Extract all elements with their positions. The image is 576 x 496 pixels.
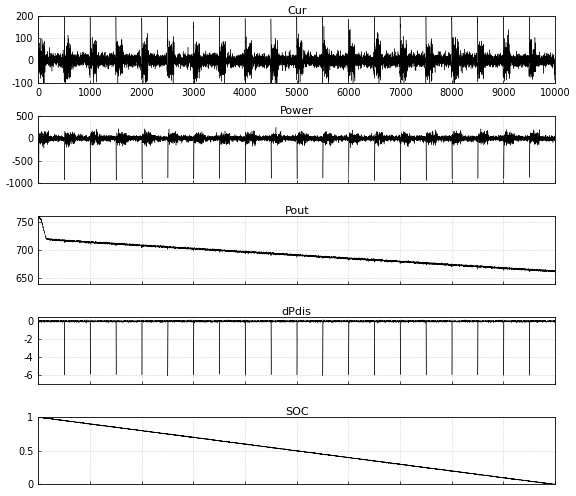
Title: dPdis: dPdis	[282, 307, 312, 317]
Title: Power: Power	[280, 106, 314, 116]
Title: Pout: Pout	[285, 206, 309, 216]
Title: Cur: Cur	[287, 5, 306, 15]
Title: SOC: SOC	[285, 407, 309, 417]
